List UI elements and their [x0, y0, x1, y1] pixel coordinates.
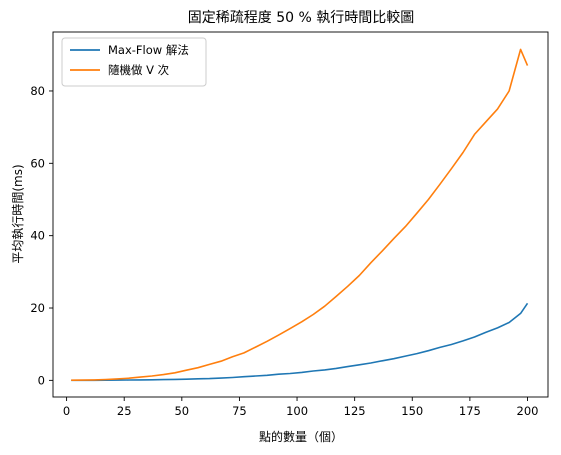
x-tick-label: 150 [401, 404, 423, 418]
x-tick-label: 50 [174, 404, 189, 418]
legend-label-1: Max-Flow 解法 [108, 43, 189, 57]
series-line-2 [71, 48, 529, 381]
x-tick-label: 125 [344, 404, 366, 418]
y-tick-label: 60 [30, 156, 45, 170]
y-tick-label: 20 [30, 301, 45, 315]
chart-title: 固定稀疏程度 50 % 執行時間比較圖 [188, 10, 414, 26]
y-axis-label: 平均執行時間(ms) [11, 164, 25, 263]
x-tick-label: 200 [517, 404, 539, 418]
x-tick-label: 100 [286, 404, 308, 418]
y-tick-label: 40 [30, 229, 45, 243]
x-tick-label: 25 [117, 404, 132, 418]
axes-frame [52, 31, 549, 398]
x-tick-label: 75 [232, 404, 247, 418]
series-line-1 [71, 302, 529, 382]
y-tick-label: 0 [38, 373, 45, 387]
x-tick-label: 0 [63, 404, 70, 418]
legend-label-2: 隨機做 V 次 [108, 63, 170, 77]
y-tick-label: 80 [30, 84, 45, 98]
plot-area: 0 25 50 75 100 125 150 175 200 0 20 40 60 80 Max-Flow … [30, 31, 549, 418]
x-axis-label: 點的數量（個） [259, 429, 343, 444]
x-tick-label: 175 [459, 404, 481, 418]
